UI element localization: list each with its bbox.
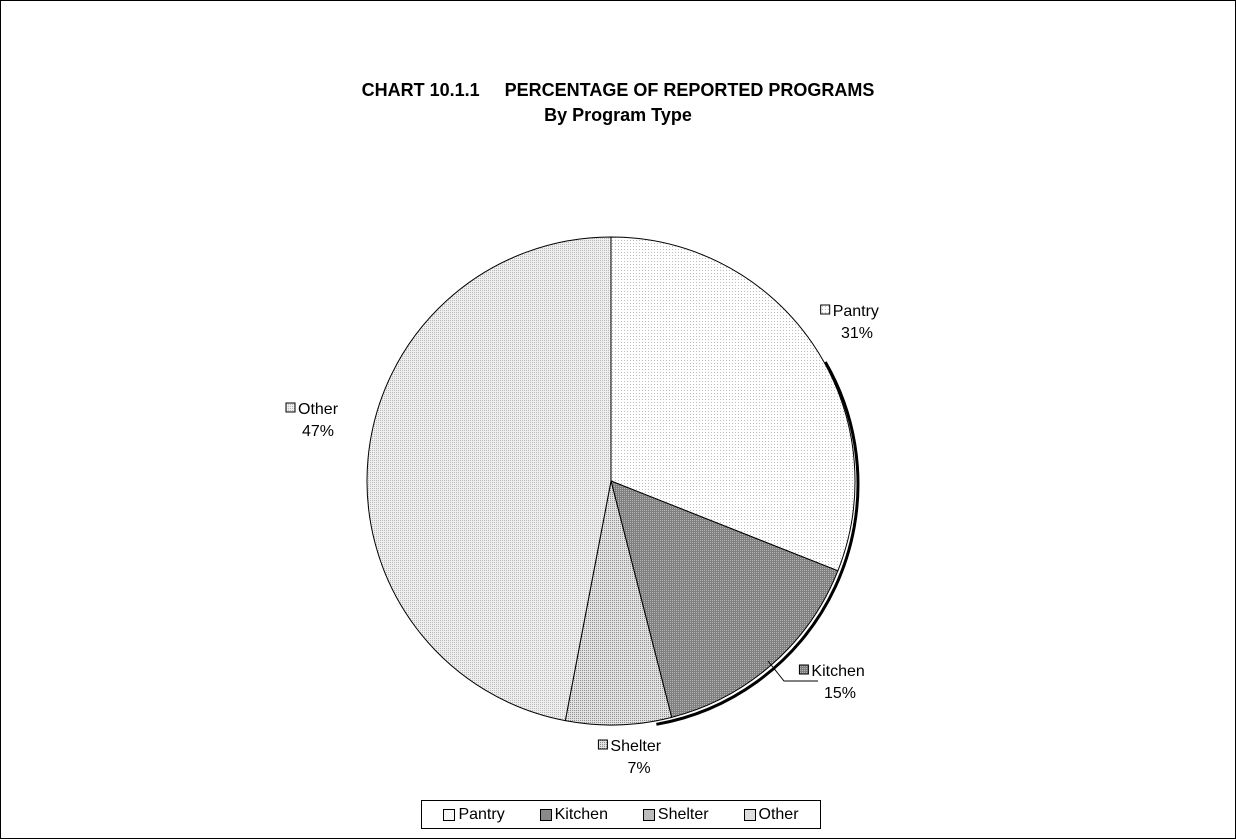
legend-label-other: Other xyxy=(758,805,799,823)
slice-label-other: Other xyxy=(298,401,339,418)
legend-label-shelter: Shelter xyxy=(657,805,709,823)
legend: Pantry Kitchen Shelter Other xyxy=(421,800,821,829)
slice-value-kitchen: 15% xyxy=(824,685,856,702)
legend-label-kitchen: Kitchen xyxy=(554,805,608,823)
legend-swatch-kitchen xyxy=(539,808,552,821)
legend-swatch-other xyxy=(743,808,756,821)
slice-label-shelter: Shelter xyxy=(610,738,661,755)
pie-slice-pantry xyxy=(610,236,856,572)
pie-slice-kitchen xyxy=(610,480,839,718)
label-swatch-other xyxy=(285,402,296,413)
legend-item-shelter: Shelter xyxy=(642,805,709,824)
legend-swatch-shelter xyxy=(642,808,655,821)
slice-label-pantry: Pantry xyxy=(833,303,879,320)
legend-item-pantry: Pantry xyxy=(443,805,505,824)
leader-line-kitchen xyxy=(767,660,818,682)
slice-label-kitchen: Kitchen xyxy=(811,663,864,680)
pie-slice-other xyxy=(366,236,612,722)
chart-title: CHART 10.1.1 PERCENTAGE OF REPORTED PROG… xyxy=(361,80,875,100)
legend-swatch-pantry xyxy=(443,808,456,821)
label-swatch-kitchen xyxy=(798,664,809,675)
chart-subtitle: By Program Type xyxy=(544,105,692,125)
slice-value-shelter: 7% xyxy=(627,760,650,777)
label-swatch-pantry xyxy=(820,304,831,315)
label-swatch-shelter xyxy=(597,739,608,750)
slice-value-other: 47% xyxy=(302,423,334,440)
legend-label-pantry: Pantry xyxy=(458,805,505,823)
legend-item-other: Other xyxy=(743,805,799,824)
slice-value-pantry: 31% xyxy=(841,325,873,342)
pie-shadow xyxy=(656,361,860,726)
legend-item-kitchen: Kitchen xyxy=(539,805,608,824)
pie-slice-shelter xyxy=(564,480,673,726)
